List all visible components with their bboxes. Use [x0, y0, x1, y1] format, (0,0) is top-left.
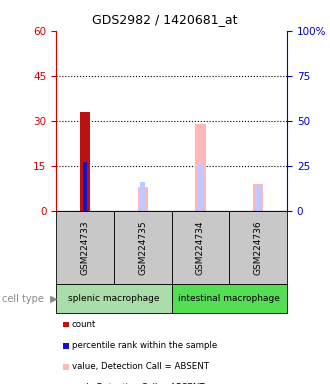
- Bar: [256, 186, 261, 211]
- Text: GSM224735: GSM224735: [138, 220, 147, 275]
- Bar: [80, 112, 90, 211]
- Bar: [141, 182, 145, 211]
- Bar: [229, 211, 287, 284]
- Bar: [172, 284, 287, 313]
- Text: count: count: [72, 320, 96, 329]
- Text: GSM224733: GSM224733: [81, 220, 89, 275]
- Bar: [56, 211, 114, 284]
- Text: splenic macrophage: splenic macrophage: [68, 294, 160, 303]
- Bar: [114, 211, 172, 284]
- Text: GSM224734: GSM224734: [196, 220, 205, 275]
- Text: percentile rank within the sample: percentile rank within the sample: [72, 341, 217, 350]
- Text: value, Detection Call = ABSENT: value, Detection Call = ABSENT: [72, 362, 209, 371]
- Text: rank, Detection Call = ABSENT: rank, Detection Call = ABSENT: [72, 383, 205, 384]
- Bar: [253, 184, 263, 211]
- Bar: [82, 162, 87, 211]
- Text: GDS2982 / 1420681_at: GDS2982 / 1420681_at: [92, 13, 238, 26]
- Text: cell type  ▶: cell type ▶: [2, 293, 57, 304]
- Text: intestinal macrophage: intestinal macrophage: [179, 294, 280, 303]
- Bar: [172, 211, 229, 284]
- Bar: [56, 284, 172, 313]
- Bar: [198, 164, 203, 211]
- Bar: [195, 124, 206, 211]
- Bar: [138, 187, 148, 211]
- Text: GSM224736: GSM224736: [254, 220, 263, 275]
